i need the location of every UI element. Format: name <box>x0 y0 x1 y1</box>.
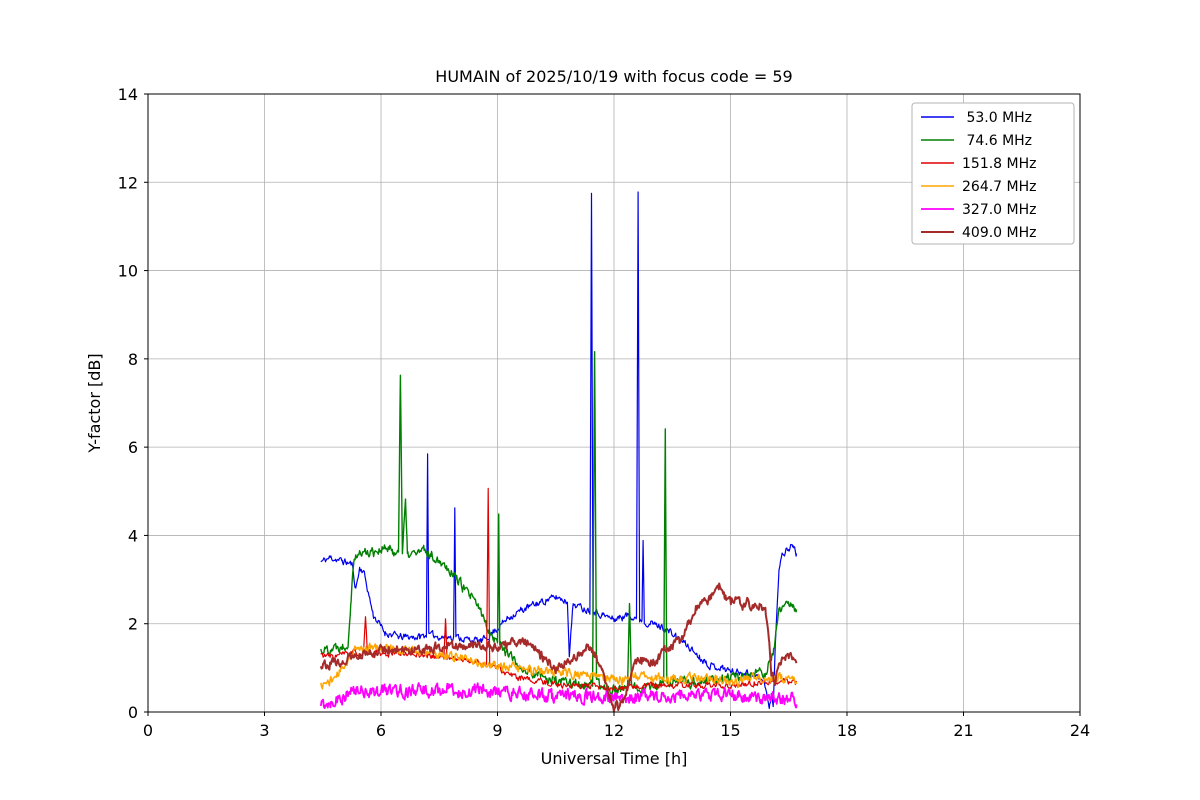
legend-label-409.0-MHz: 409.0 MHz <box>962 225 1036 241</box>
y-tick-label: 10 <box>118 262 138 281</box>
x-tick-label: 21 <box>953 721 973 740</box>
legend-label-53.0-MHz: 53.0 MHz <box>962 110 1032 126</box>
series-line-409.0-MHz <box>319 582 798 713</box>
x-axis-label: Universal Time [h] <box>541 749 688 768</box>
x-tick-label: 6 <box>376 721 386 740</box>
y-tick-label: 12 <box>118 173 138 192</box>
x-tick-label: 9 <box>492 721 502 740</box>
y-axis-label: Y-factor [dB] <box>85 353 104 453</box>
series-line-264.7-MHz <box>320 642 798 690</box>
series-line-151.8-MHz <box>320 487 798 692</box>
x-tick-label: 3 <box>259 721 269 740</box>
series-line-327.0-MHz <box>319 682 798 709</box>
y-tick-label: 6 <box>128 438 138 457</box>
x-tick-label: 24 <box>1070 721 1090 740</box>
y-tick-label: 14 <box>118 85 138 104</box>
series-line-53.0-MHz <box>320 191 798 710</box>
legend-label-74.6-MHz: 74.6 MHz <box>962 133 1032 149</box>
x-tick-label: 15 <box>720 721 740 740</box>
y-tick-label: 0 <box>128 703 138 722</box>
legend-label-327.0-MHz: 327.0 MHz <box>962 202 1036 218</box>
y-tick-label: 8 <box>128 350 138 369</box>
series-line-74.6-MHz <box>320 351 798 695</box>
x-tick-label: 12 <box>604 721 624 740</box>
legend-label-151.8-MHz: 151.8 MHz <box>962 156 1036 172</box>
x-tick-label: 18 <box>837 721 857 740</box>
y-tick-label: 2 <box>128 615 138 634</box>
x-tick-label: 0 <box>143 721 153 740</box>
legend-label-264.7-MHz: 264.7 MHz <box>962 179 1036 195</box>
y-tick-label: 4 <box>128 526 138 545</box>
chart-title: HUMAIN of 2025/10/19 with focus code = 5… <box>435 67 792 86</box>
